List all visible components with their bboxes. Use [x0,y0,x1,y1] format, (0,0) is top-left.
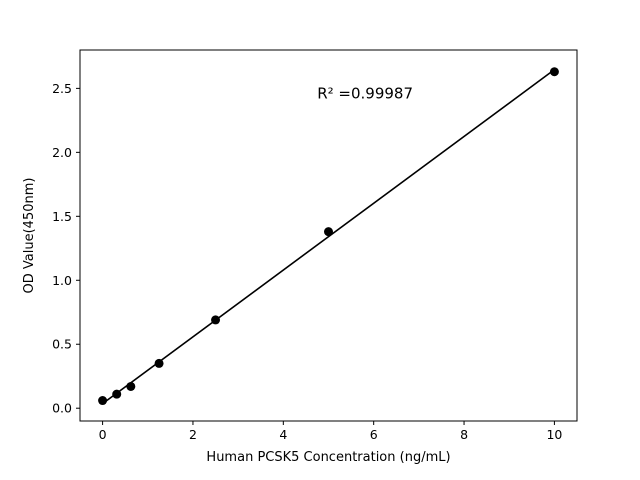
fit-line [102,69,555,405]
x-tick-label: 10 [546,427,562,442]
data-point [126,381,136,391]
axes-frame [79,49,578,422]
data-point [98,396,108,406]
x-tick-label: 8 [460,427,468,442]
x-axis-label: Human PCSK5 Concentration (ng/mL) [206,450,450,465]
data-point [211,315,221,325]
y-tick-label: 1.5 [52,209,72,224]
x-tick-label: 2 [189,427,197,442]
y-axis-label: OD Value(450nm) [22,178,37,294]
data-point [324,227,333,237]
x-tick-label: 4 [279,427,287,442]
y-tick-label: 1.0 [52,273,72,288]
x-tick-label: 0 [99,427,107,442]
data-point [154,358,164,368]
r-squared-annotation: R² =0.99987 [317,85,413,103]
data-point [112,389,122,399]
y-tick-label: 0.5 [52,337,72,352]
data-point [549,67,559,77]
x-tick-label: 6 [370,427,378,442]
y-tick-label: 2.5 [52,81,72,96]
y-tick-label: 2.0 [52,145,72,160]
y-tick-label: 0.0 [52,401,72,416]
